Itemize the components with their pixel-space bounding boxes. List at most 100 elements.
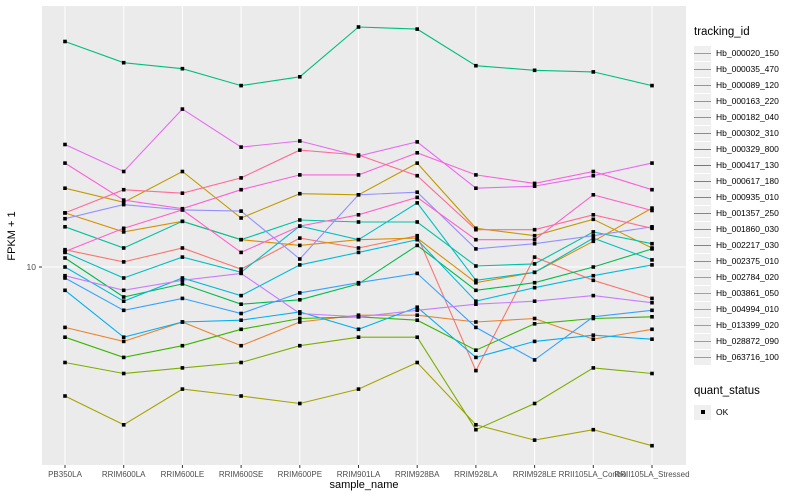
data-point — [650, 300, 654, 305]
data-point — [239, 250, 243, 255]
legend-item-label: Hb_000417_130 — [716, 160, 779, 170]
data-point — [298, 218, 302, 222]
data-point — [532, 438, 537, 442]
legend-item: Hb_004994_010 — [694, 301, 800, 317]
legend-item: Hb_000020_150 — [694, 45, 800, 61]
data-point — [239, 237, 243, 242]
data-point — [63, 276, 67, 280]
data-point — [591, 236, 596, 240]
legend-item: Hb_001860_030 — [694, 221, 800, 237]
legend-key-line-icon — [694, 116, 711, 118]
x-axis-tick-label: RRIM600PE — [277, 470, 323, 479]
data-point — [650, 443, 654, 448]
data-point — [298, 263, 302, 267]
data-point — [532, 233, 537, 238]
data-point — [532, 227, 537, 232]
legend-key-swatch — [694, 141, 711, 157]
data-point — [356, 153, 361, 157]
data-point — [591, 233, 596, 238]
data-point — [532, 68, 537, 73]
legend-key-line-icon — [694, 180, 711, 182]
legend-key-swatch — [694, 237, 711, 253]
data-point — [239, 394, 243, 398]
legend-item-label: Hb_000182_040 — [716, 112, 779, 122]
data-point — [121, 169, 126, 174]
quant-legend-title: quant_status — [694, 385, 760, 397]
legend-item: Hb_002784_020 — [694, 269, 800, 285]
data-point — [63, 216, 67, 221]
data-point — [474, 280, 478, 285]
x-axis-tick-label: RRIM600LE — [160, 470, 205, 479]
data-point — [63, 211, 67, 215]
data-point — [298, 298, 302, 302]
data-point — [121, 198, 126, 202]
data-point — [415, 305, 419, 309]
legend-key-swatch — [694, 317, 711, 333]
data-point — [532, 316, 537, 321]
data-point — [650, 247, 654, 251]
data-point — [180, 246, 185, 250]
data-point — [650, 161, 654, 165]
legend-key-line-icon — [694, 244, 711, 246]
point-square-icon — [700, 410, 705, 414]
legend-item: Hb_000035_470 — [694, 61, 800, 77]
data-point — [591, 293, 596, 298]
data-point — [650, 315, 654, 319]
data-point — [415, 313, 419, 317]
legend-key-line-icon — [694, 356, 711, 358]
data-point — [356, 25, 361, 29]
data-point — [474, 368, 478, 373]
legend-item-label: Hb_002375_010 — [716, 256, 779, 266]
data-point — [356, 327, 361, 332]
data-point — [63, 288, 67, 293]
legend-key-swatch — [694, 349, 711, 365]
legend-key-line-icon — [694, 196, 711, 198]
legend-key-swatch — [694, 61, 711, 77]
legend-item: Hb_003861_050 — [694, 285, 800, 301]
legend-item-label: Hb_000302_310 — [716, 128, 779, 138]
legend-key-swatch — [694, 269, 711, 285]
legend-item: Hb_000417_130 — [694, 157, 800, 173]
legend-item: Hb_001357_250 — [694, 205, 800, 221]
data-point — [356, 250, 361, 255]
legend-item-label: Hb_002784_020 — [716, 272, 779, 282]
data-point — [180, 169, 185, 174]
data-point — [415, 140, 419, 144]
x-axis-tick-label: RRII105LA_Stressed — [614, 470, 690, 479]
data-point — [121, 202, 126, 207]
legend-key-swatch — [694, 189, 711, 205]
legend-key-swatch — [694, 285, 711, 301]
data-point — [180, 219, 185, 224]
data-point — [650, 208, 654, 213]
legend-key-swatch — [694, 77, 711, 93]
quant-legend-items: OK — [694, 404, 800, 420]
data-point — [415, 201, 419, 205]
data-point — [532, 339, 537, 344]
data-point — [180, 255, 185, 259]
data-point — [121, 335, 126, 339]
data-point — [298, 291, 302, 295]
data-point — [63, 360, 67, 365]
data-point — [415, 220, 419, 224]
legend-item-label: Hb_000935_010 — [716, 192, 779, 202]
panel-background — [42, 6, 686, 465]
legend-items: Hb_000020_150 Hb_000035_470 Hb_000089_120 H… — [694, 45, 800, 365]
legend-item: Hb_028872_090 — [694, 333, 800, 349]
data-point — [63, 394, 67, 398]
legend-key-swatch — [694, 221, 711, 237]
legend-key-line-icon — [694, 212, 711, 214]
legend-item: Hb_000329_800 — [694, 141, 800, 157]
y-axis-tick-label: 10 — [26, 262, 36, 272]
data-point — [63, 265, 67, 269]
x-axis-title: sample_name — [329, 479, 399, 491]
data-point — [474, 348, 478, 352]
data-point — [650, 206, 654, 210]
legend-key-line-icon — [694, 308, 711, 310]
data-point — [121, 187, 126, 192]
data-point — [63, 335, 67, 339]
legend-item: Hb_002375_010 — [694, 253, 800, 269]
data-point — [474, 355, 478, 360]
data-point — [474, 237, 478, 242]
legend-key-line-icon — [694, 132, 711, 134]
x-axis-tick-label: RRIM928BA — [394, 470, 440, 479]
